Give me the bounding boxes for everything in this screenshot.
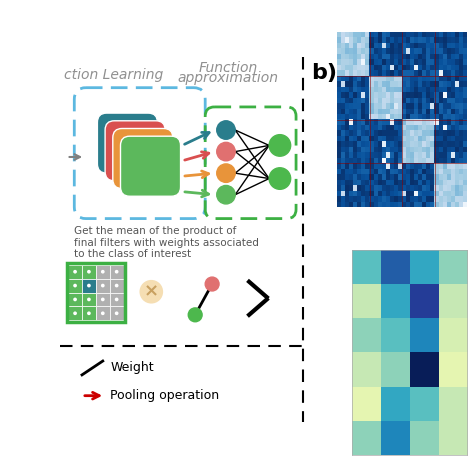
Bar [96,306,109,320]
Circle shape [101,271,104,273]
Bar [68,292,82,306]
Bar [82,306,96,320]
Bar [109,292,124,306]
Bar [82,265,96,279]
Circle shape [88,312,90,314]
Circle shape [116,298,118,301]
Bar [66,263,125,322]
Circle shape [217,142,235,161]
Text: Weight: Weight [110,362,154,374]
Text: ×: × [144,283,159,301]
Circle shape [74,284,76,287]
Bar [82,279,96,292]
Bar [68,265,82,279]
Bar [96,265,109,279]
Bar [68,306,82,320]
Circle shape [116,312,118,314]
Bar [109,306,124,320]
Bar [109,279,124,292]
Bar [96,292,109,306]
Text: Function: Function [199,61,258,75]
Circle shape [140,281,162,302]
Circle shape [116,284,118,287]
Circle shape [205,277,219,291]
Text: Pooling operation: Pooling operation [110,389,219,402]
Circle shape [88,271,90,273]
Bar [68,279,82,292]
FancyBboxPatch shape [113,128,173,189]
Text: approximation: approximation [178,71,279,85]
Circle shape [217,164,235,182]
Circle shape [269,168,291,189]
Circle shape [269,135,291,156]
Circle shape [74,298,76,301]
Text: Neutr: Neutr [372,64,411,79]
Circle shape [188,308,202,322]
FancyBboxPatch shape [105,121,165,181]
Circle shape [116,271,118,273]
Circle shape [88,284,90,287]
Bar [82,292,96,306]
Text: Get the mean of the product of
final filters with weights associated
to the clas: Get the mean of the product of final fil… [74,226,259,259]
Circle shape [217,185,235,204]
Bar [109,265,124,279]
Circle shape [74,312,76,314]
Circle shape [217,121,235,139]
FancyBboxPatch shape [120,136,181,196]
Circle shape [101,298,104,301]
Text: b): b) [310,63,337,83]
Circle shape [88,298,90,301]
Circle shape [74,271,76,273]
Circle shape [101,312,104,314]
Bar [96,279,109,292]
FancyBboxPatch shape [97,113,157,173]
Circle shape [101,284,104,287]
Text: ction Learning: ction Learning [64,68,164,82]
